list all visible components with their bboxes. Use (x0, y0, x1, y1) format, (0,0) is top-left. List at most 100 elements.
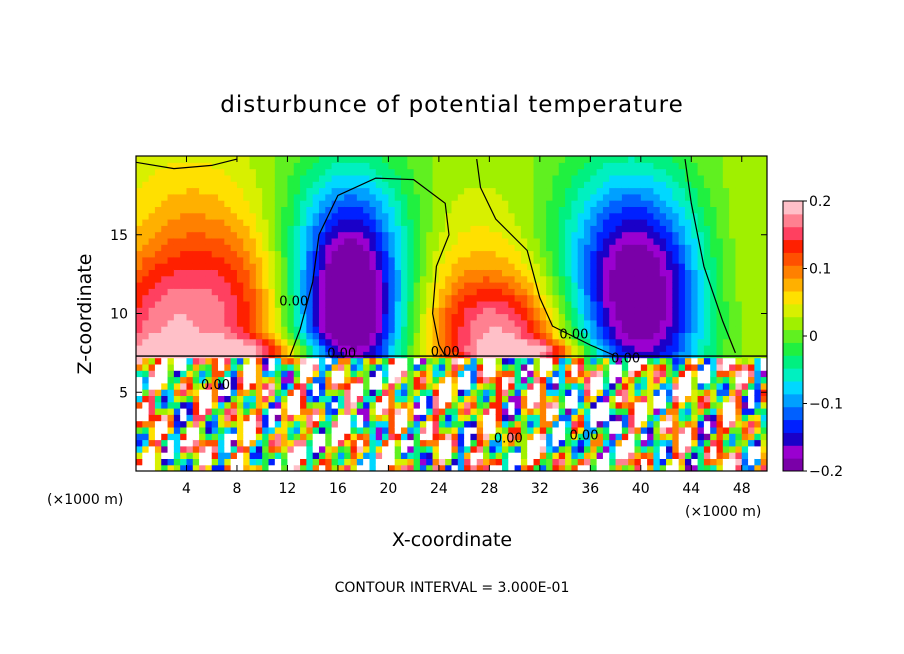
heatmap-cell (432, 376, 440, 384)
heatmap-cell (501, 464, 509, 471)
heatmap-cell (634, 256, 642, 264)
heatmap-cell (438, 426, 446, 434)
heatmap-cell (274, 433, 282, 441)
heatmap-cell (426, 376, 434, 384)
heatmap-cell (287, 401, 295, 409)
heatmap-cell (375, 458, 383, 466)
heatmap-cell (489, 256, 497, 264)
heatmap-cell (312, 351, 320, 359)
heatmap-cell (205, 174, 213, 182)
heatmap-cell (243, 231, 251, 239)
heatmap-cell (382, 401, 389, 409)
heatmap-cell (438, 219, 446, 226)
heatmap-cell (628, 313, 636, 321)
heatmap-cell (369, 219, 377, 226)
heatmap-cell (520, 212, 528, 220)
heatmap-cell (281, 256, 289, 264)
heatmap-cell (407, 206, 415, 214)
heatmap-cell (148, 237, 156, 245)
heatmap-cell (243, 338, 251, 346)
heatmap-cell (218, 376, 225, 384)
heatmap-cell (287, 426, 295, 434)
heatmap-cell (697, 351, 705, 359)
heatmap-cell (293, 256, 301, 264)
heatmap-cell (154, 263, 162, 270)
heatmap-cell (527, 414, 535, 422)
heatmap-cell (350, 414, 358, 422)
heatmap-cell (483, 319, 490, 327)
heatmap-cell (457, 269, 465, 277)
heatmap-cell (558, 420, 566, 428)
heatmap-cell (350, 426, 358, 434)
heatmap-cell (199, 225, 207, 233)
heatmap-cell (464, 244, 472, 252)
heatmap-cell (192, 376, 200, 384)
heatmap-cell (438, 351, 446, 359)
heatmap-cell (571, 319, 579, 327)
heatmap-cell (716, 256, 724, 264)
heatmap-cell (382, 206, 389, 214)
heatmap-cell (697, 433, 705, 441)
heatmap-cell (741, 244, 749, 252)
heatmap-cell (249, 426, 257, 434)
heatmap-cell (186, 269, 194, 277)
heatmap-cell (363, 269, 371, 277)
heatmap-cell (445, 168, 453, 176)
heatmap-cell (647, 433, 655, 441)
heatmap-cell (571, 269, 579, 277)
heatmap-cell (697, 376, 705, 384)
heatmap-cell (218, 458, 225, 466)
heatmap-cell (268, 282, 276, 289)
heatmap-cell (312, 168, 320, 176)
heatmap-cell (356, 414, 364, 422)
heatmap-cell (520, 288, 528, 296)
heatmap-cell (306, 162, 314, 170)
heatmap-cell (154, 288, 162, 296)
heatmap-cell (236, 426, 244, 434)
heatmap-cell (634, 263, 642, 270)
heatmap-cell (464, 326, 472, 333)
heatmap-cell (666, 300, 673, 308)
heatmap-cell (218, 345, 225, 352)
heatmap-cell (268, 156, 276, 163)
heatmap-cell (337, 275, 345, 283)
heatmap-cell (722, 181, 730, 189)
heatmap-cell (154, 363, 162, 371)
heatmap-cell (735, 414, 743, 422)
heatmap-cell (451, 414, 459, 422)
heatmap-cell (407, 212, 415, 220)
heatmap-cell (476, 174, 484, 182)
heatmap-cell (401, 288, 408, 296)
heatmap-cell (615, 433, 623, 441)
heatmap-cell (413, 206, 421, 214)
heatmap-cell (281, 363, 289, 371)
heatmap-cell (218, 332, 225, 340)
heatmap-cell (628, 200, 636, 207)
heatmap-cell (432, 219, 440, 226)
heatmap-cell (426, 313, 434, 321)
heatmap-cell (154, 382, 162, 390)
heatmap-cell (609, 458, 617, 466)
heatmap-cell (647, 282, 655, 289)
heatmap-cell (748, 351, 755, 359)
heatmap-cell (659, 275, 667, 283)
heatmap-cell (173, 464, 181, 471)
heatmap-cell (180, 313, 188, 321)
heatmap-cell (672, 345, 680, 352)
heatmap-cell (489, 156, 497, 163)
heatmap-cell (262, 345, 270, 352)
heatmap-cell (136, 326, 143, 333)
heatmap-cell (312, 332, 320, 340)
heatmap-cell (464, 313, 472, 321)
heatmap-cell (533, 401, 541, 409)
heatmap-cell (337, 376, 345, 384)
heatmap-cell (350, 225, 358, 233)
heatmap-cell (281, 426, 289, 434)
heatmap-cell (224, 225, 232, 233)
heatmap-cell (464, 395, 472, 403)
heatmap-cell (735, 275, 743, 283)
heatmap-cell (634, 319, 642, 327)
heatmap-cell (691, 174, 699, 182)
heatmap-cell (218, 351, 225, 359)
heatmap-cell (729, 408, 737, 415)
